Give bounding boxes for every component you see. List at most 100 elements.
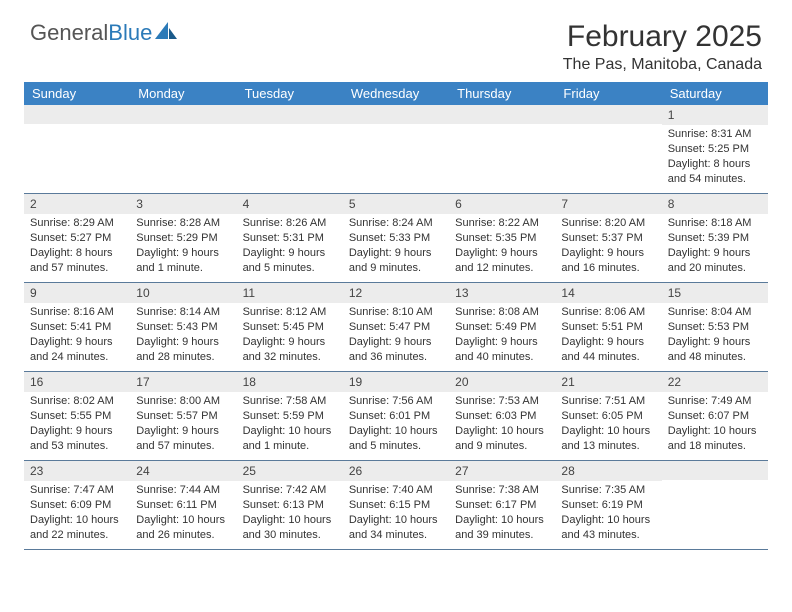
date-number: 18 <box>237 372 343 392</box>
cell-body: Sunrise: 7:38 AMSunset: 6:17 PMDaylight:… <box>449 481 555 548</box>
calendar-week: 2Sunrise: 8:29 AMSunset: 5:27 PMDaylight… <box>24 194 768 283</box>
cell-body: Sunrise: 8:28 AMSunset: 5:29 PMDaylight:… <box>130 214 236 281</box>
cell-body: Sunrise: 8:16 AMSunset: 5:41 PMDaylight:… <box>24 303 130 370</box>
date-number: 4 <box>237 194 343 214</box>
calendar-cell <box>662 461 768 549</box>
calendar-cell: 11Sunrise: 8:12 AMSunset: 5:45 PMDayligh… <box>237 283 343 371</box>
date-number: 1 <box>662 105 768 125</box>
cell-body: Sunrise: 8:20 AMSunset: 5:37 PMDaylight:… <box>555 214 661 281</box>
date-number: 12 <box>343 283 449 303</box>
cell-body: Sunrise: 8:06 AMSunset: 5:51 PMDaylight:… <box>555 303 661 370</box>
date-number: 24 <box>130 461 236 481</box>
title-block: February 2025 The Pas, Manitoba, Canada <box>563 20 762 74</box>
calendar-cell: 18Sunrise: 7:58 AMSunset: 5:59 PMDayligh… <box>237 372 343 460</box>
calendar-cell: 27Sunrise: 7:38 AMSunset: 6:17 PMDayligh… <box>449 461 555 549</box>
calendar-cell: 24Sunrise: 7:44 AMSunset: 6:11 PMDayligh… <box>130 461 236 549</box>
date-number <box>555 105 661 124</box>
date-number: 27 <box>449 461 555 481</box>
date-number: 3 <box>130 194 236 214</box>
cell-body: Sunrise: 8:12 AMSunset: 5:45 PMDaylight:… <box>237 303 343 370</box>
cell-body: Sunrise: 7:47 AMSunset: 6:09 PMDaylight:… <box>24 481 130 548</box>
cell-body <box>555 124 661 174</box>
calendar-cell <box>449 105 555 193</box>
day-header: Tuesday <box>237 82 343 105</box>
cell-body: Sunrise: 8:00 AMSunset: 5:57 PMDaylight:… <box>130 392 236 459</box>
logo-text-blue: Blue <box>108 20 152 46</box>
calendar-cell <box>130 105 236 193</box>
calendar-cell: 21Sunrise: 7:51 AMSunset: 6:05 PMDayligh… <box>555 372 661 460</box>
calendar-cell: 28Sunrise: 7:35 AMSunset: 6:19 PMDayligh… <box>555 461 661 549</box>
calendar-cell <box>343 105 449 193</box>
calendar-cell: 2Sunrise: 8:29 AMSunset: 5:27 PMDaylight… <box>24 194 130 282</box>
cell-body: Sunrise: 7:35 AMSunset: 6:19 PMDaylight:… <box>555 481 661 548</box>
cell-body <box>24 124 130 174</box>
calendar-cell: 7Sunrise: 8:20 AMSunset: 5:37 PMDaylight… <box>555 194 661 282</box>
header: GeneralBlue February 2025 The Pas, Manit… <box>0 0 792 82</box>
calendar-weeks: 1Sunrise: 8:31 AMSunset: 5:25 PMDaylight… <box>24 105 768 550</box>
date-number: 10 <box>130 283 236 303</box>
date-number: 17 <box>130 372 236 392</box>
cell-body <box>343 124 449 174</box>
calendar-cell: 22Sunrise: 7:49 AMSunset: 6:07 PMDayligh… <box>662 372 768 460</box>
month-title: February 2025 <box>563 20 762 54</box>
cell-body <box>662 480 768 530</box>
date-number: 22 <box>662 372 768 392</box>
date-number: 13 <box>449 283 555 303</box>
date-number <box>24 105 130 124</box>
calendar-cell: 12Sunrise: 8:10 AMSunset: 5:47 PMDayligh… <box>343 283 449 371</box>
date-number <box>662 461 768 480</box>
calendar-cell: 16Sunrise: 8:02 AMSunset: 5:55 PMDayligh… <box>24 372 130 460</box>
cell-body: Sunrise: 8:22 AMSunset: 5:35 PMDaylight:… <box>449 214 555 281</box>
cell-body: Sunrise: 8:08 AMSunset: 5:49 PMDaylight:… <box>449 303 555 370</box>
cell-body: Sunrise: 7:42 AMSunset: 6:13 PMDaylight:… <box>237 481 343 548</box>
calendar-cell: 14Sunrise: 8:06 AMSunset: 5:51 PMDayligh… <box>555 283 661 371</box>
date-number: 11 <box>237 283 343 303</box>
date-number: 8 <box>662 194 768 214</box>
cell-body: Sunrise: 8:14 AMSunset: 5:43 PMDaylight:… <box>130 303 236 370</box>
date-number: 9 <box>24 283 130 303</box>
calendar-cell <box>237 105 343 193</box>
date-number: 23 <box>24 461 130 481</box>
cell-body: Sunrise: 7:56 AMSunset: 6:01 PMDaylight:… <box>343 392 449 459</box>
day-headers-row: SundayMondayTuesdayWednesdayThursdayFrid… <box>24 82 768 105</box>
calendar-cell: 3Sunrise: 8:28 AMSunset: 5:29 PMDaylight… <box>130 194 236 282</box>
date-number: 21 <box>555 372 661 392</box>
cell-body: Sunrise: 8:04 AMSunset: 5:53 PMDaylight:… <box>662 303 768 370</box>
date-number: 7 <box>555 194 661 214</box>
cell-body <box>237 124 343 174</box>
day-header: Wednesday <box>343 82 449 105</box>
calendar-week: 1Sunrise: 8:31 AMSunset: 5:25 PMDaylight… <box>24 105 768 194</box>
date-number: 28 <box>555 461 661 481</box>
cell-body: Sunrise: 8:18 AMSunset: 5:39 PMDaylight:… <box>662 214 768 281</box>
date-number <box>130 105 236 124</box>
cell-body: Sunrise: 8:02 AMSunset: 5:55 PMDaylight:… <box>24 392 130 459</box>
cell-body: Sunrise: 7:58 AMSunset: 5:59 PMDaylight:… <box>237 392 343 459</box>
cell-body: Sunrise: 8:26 AMSunset: 5:31 PMDaylight:… <box>237 214 343 281</box>
cell-body: Sunrise: 7:49 AMSunset: 6:07 PMDaylight:… <box>662 392 768 459</box>
calendar-cell: 20Sunrise: 7:53 AMSunset: 6:03 PMDayligh… <box>449 372 555 460</box>
cell-body: Sunrise: 8:31 AMSunset: 5:25 PMDaylight:… <box>662 125 768 192</box>
date-number: 19 <box>343 372 449 392</box>
date-number: 6 <box>449 194 555 214</box>
cell-body <box>449 124 555 174</box>
cell-body: Sunrise: 7:53 AMSunset: 6:03 PMDaylight:… <box>449 392 555 459</box>
calendar-cell: 10Sunrise: 8:14 AMSunset: 5:43 PMDayligh… <box>130 283 236 371</box>
date-number: 5 <box>343 194 449 214</box>
calendar-cell <box>555 105 661 193</box>
date-number: 25 <box>237 461 343 481</box>
date-number: 2 <box>24 194 130 214</box>
calendar-cell: 15Sunrise: 8:04 AMSunset: 5:53 PMDayligh… <box>662 283 768 371</box>
logo: GeneralBlue <box>30 20 177 46</box>
logo-sail-icon <box>155 20 177 46</box>
day-header: Monday <box>130 82 236 105</box>
cell-body: Sunrise: 7:44 AMSunset: 6:11 PMDaylight:… <box>130 481 236 548</box>
date-number <box>343 105 449 124</box>
day-header: Saturday <box>662 82 768 105</box>
date-number: 20 <box>449 372 555 392</box>
day-header: Thursday <box>449 82 555 105</box>
location: The Pas, Manitoba, Canada <box>563 56 762 74</box>
date-number <box>237 105 343 124</box>
calendar-week: 23Sunrise: 7:47 AMSunset: 6:09 PMDayligh… <box>24 461 768 550</box>
date-number <box>449 105 555 124</box>
calendar-cell: 23Sunrise: 7:47 AMSunset: 6:09 PMDayligh… <box>24 461 130 549</box>
